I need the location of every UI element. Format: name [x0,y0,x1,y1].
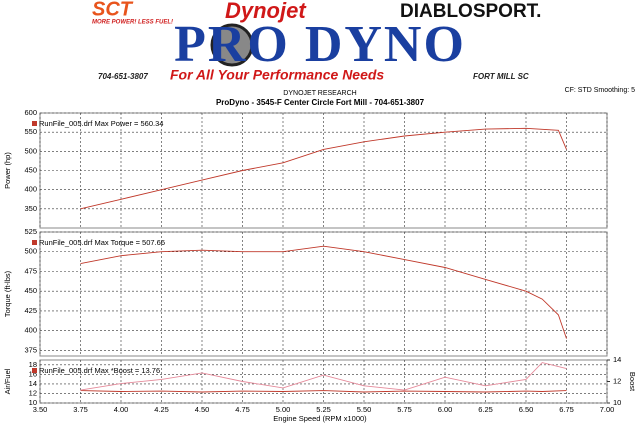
y2-axis-label: Boost [628,372,637,392]
annotation-icon [32,121,37,126]
y-tick-label: 425 [24,306,37,315]
annotation: RunFile_005.drf Max Power = 560.34 [39,119,163,128]
y-tick-label: 375 [24,345,37,354]
x-tick-label: 4.50 [195,405,210,414]
y-tick-label: 525 [24,227,37,236]
x-tick-label: 4.75 [235,405,250,414]
y-tick-label: 350 [24,204,37,213]
x-tick-label: 3.50 [33,405,48,414]
y-tick-label: 10 [29,398,37,407]
y-tick-label: 475 [24,266,37,275]
y-axis-label: Torque (ft-lbs) [3,270,12,317]
y-axis-label: Power (hp) [3,152,12,189]
y-tick-label: 400 [24,185,37,194]
y-tick-label: 500 [24,146,37,155]
x-tick-label: 5.75 [397,405,412,414]
series-line [80,390,567,393]
tagline: For All Your Performance Needs [170,67,384,83]
y2-tick-label: 10 [613,398,621,407]
wheel-icon [210,23,254,67]
x-tick-label: 3.75 [73,405,88,414]
prodyno-logo: PRO DYNO [174,16,466,73]
x-tick-label: 4.00 [114,405,129,414]
annotation: RunFile_005.drf Max Torque = 507.66 [39,238,165,247]
x-tick-label: 5.25 [316,405,331,414]
sct-logo: SCT [92,0,134,20]
x-tick-label: 6.00 [438,405,453,414]
annotation-icon [32,368,37,373]
x-tick-label: 7.00 [600,405,615,414]
y-tick-label: 16 [29,369,37,378]
y-tick-label: 12 [29,388,37,397]
sct-tagline: MORE POWER! LESS FUEL! [92,20,173,26]
dynojet-logo: Dynojet [225,0,307,23]
y2-tick-label: 12 [613,376,621,385]
y-tick-label: 400 [24,326,37,335]
x-axis-label: Engine Speed (RPM x1000) [273,414,367,423]
y-tick-label: 14 [29,379,37,388]
x-tick-label: 4.25 [154,405,169,414]
research: DYNOJET RESEARCH [283,90,356,97]
x-tick-label: 5.00 [276,405,291,414]
x-tick-label: 6.50 [519,405,534,414]
y-tick-label: 550 [24,127,37,136]
annotation: RunFile_005.drf Max *Boost = 13.76 [39,366,160,375]
x-tick-label: 6.75 [559,405,574,414]
series-line [80,245,567,339]
y-axis-label: Air/Fuel [3,368,12,394]
diablosport-logo: DIABLOSPORT. [400,1,541,22]
annotation-icon [32,240,37,245]
city: FORT MILL SC [473,72,529,81]
settings: CF: STD Smoothing: 5 [565,87,636,94]
y-tick-label: 450 [24,165,37,174]
y-tick-label: 18 [29,360,37,369]
chart-title: ProDyno - 3545-F Center Circle Fort Mill… [216,98,425,107]
y-tick-label: 500 [24,247,37,256]
y-tick-label: 600 [24,108,37,117]
x-tick-label: 5.50 [357,405,372,414]
series-line [80,362,567,391]
y-tick-label: 450 [24,286,37,295]
series-line [80,127,567,210]
y2-tick-label: 14 [613,355,621,364]
phone: 704-651-3807 [98,72,148,81]
x-tick-label: 6.25 [478,405,493,414]
